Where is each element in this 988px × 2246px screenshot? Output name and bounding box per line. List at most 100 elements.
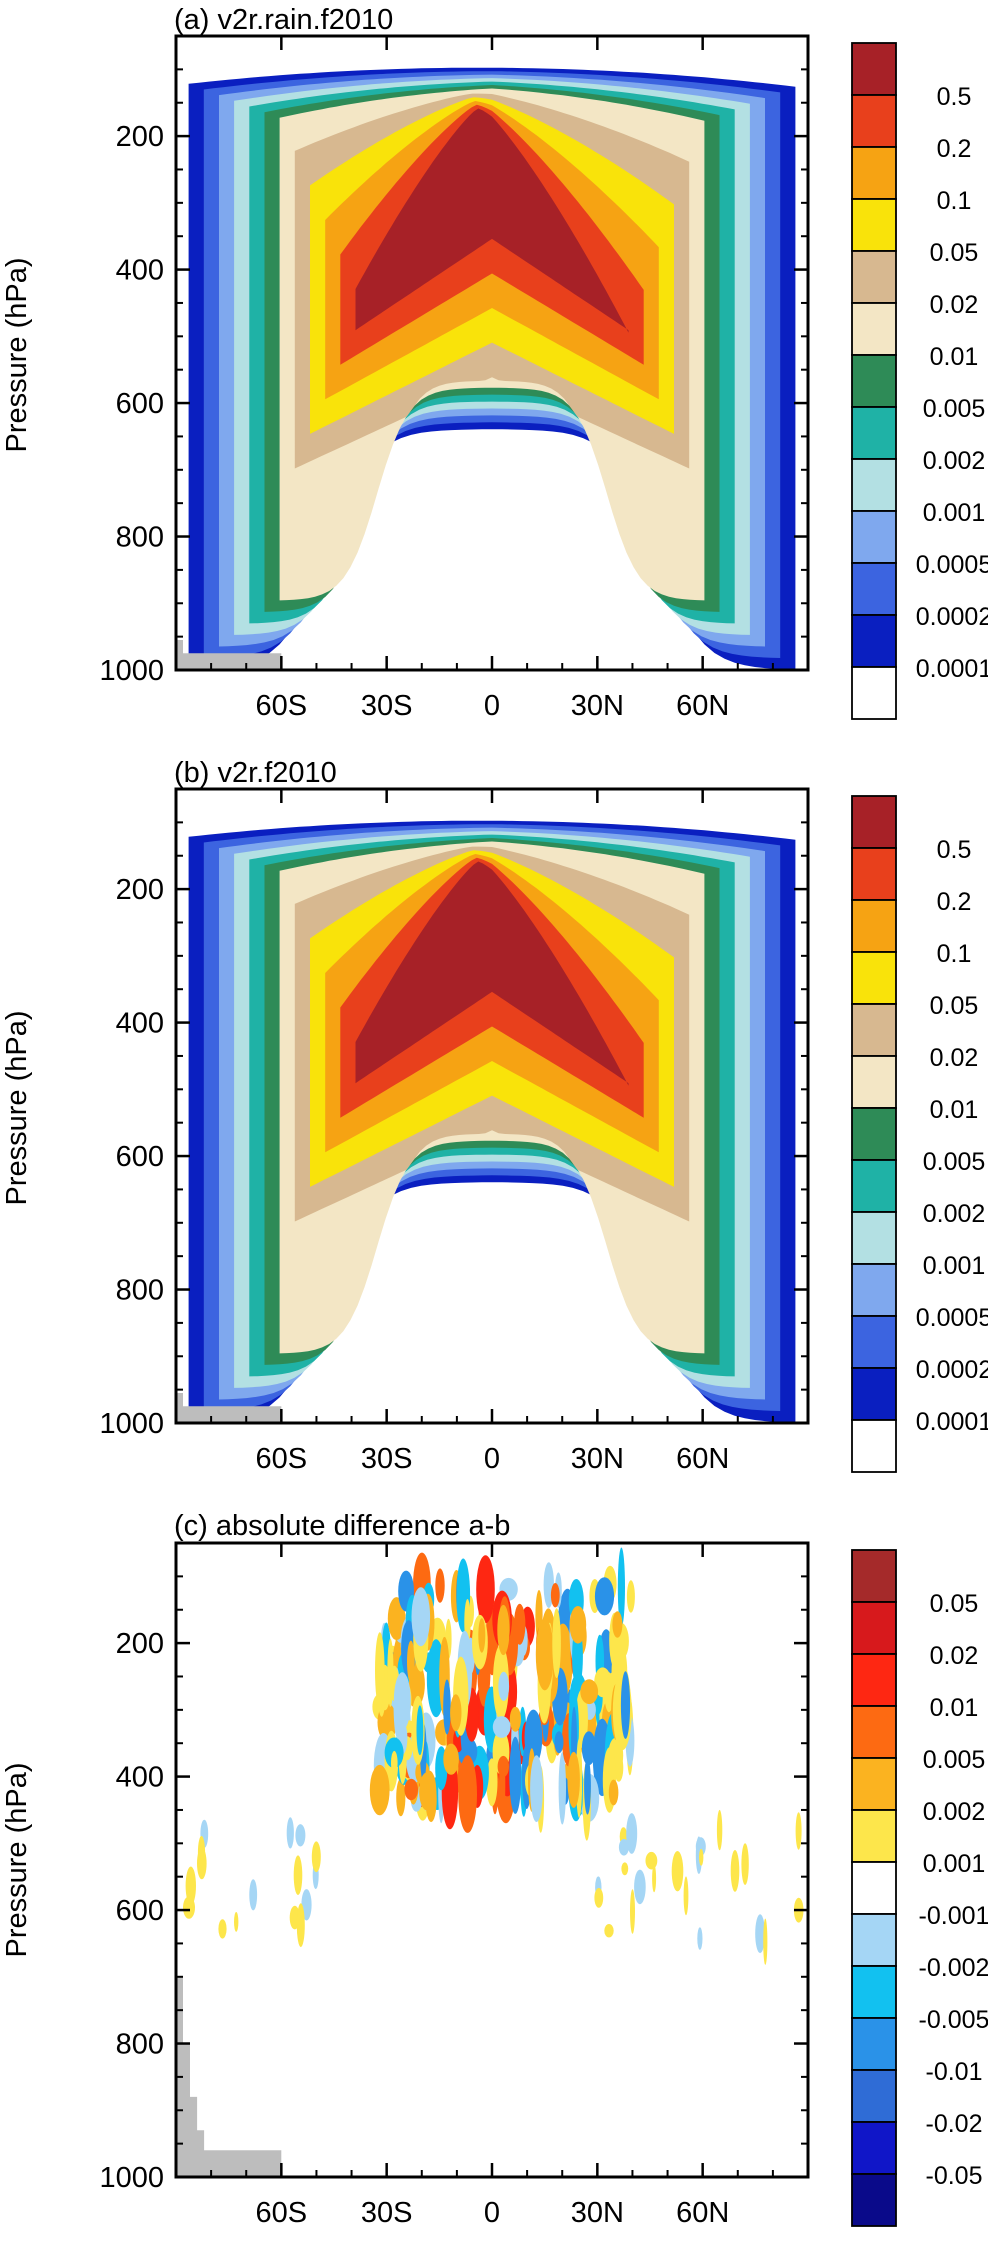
panel-b-field <box>176 820 796 1423</box>
colorbar-swatch <box>851 847 897 901</box>
difference-blob <box>391 1750 398 1775</box>
colorbar-swatch <box>851 146 897 200</box>
colorbar-swatch <box>851 510 897 564</box>
difference-blob <box>497 1755 509 1778</box>
colorbar-swatch <box>851 2017 897 2071</box>
colorbar-swatch <box>851 562 897 616</box>
colorbar-label: 0.2 <box>937 135 972 163</box>
difference-blob <box>369 1764 390 1816</box>
difference-blob <box>407 1640 415 1684</box>
difference-blob <box>509 1706 521 1732</box>
colorbar-label: 0.001 <box>923 1850 986 1878</box>
colorbar-label: 0.005 <box>923 395 986 423</box>
colorbar-swatch <box>851 1549 897 1603</box>
y-tick-label: 1000 <box>99 2162 164 2194</box>
x-tick-label: 30S <box>361 2197 413 2229</box>
difference-blob <box>763 1918 768 1965</box>
colorbar-label: 0.05 <box>930 992 979 1020</box>
colorbar-label: 0.0002 <box>916 1356 988 1384</box>
difference-blob <box>552 1608 561 1678</box>
difference-blob <box>652 1864 657 1893</box>
difference-blob <box>608 1779 619 1806</box>
colorbar-label: 0.0005 <box>916 1304 988 1332</box>
colorbar-swatch <box>851 458 897 512</box>
colorbar-label: 0.05 <box>930 239 979 267</box>
difference-blob <box>296 1903 305 1948</box>
colorbar-swatch <box>851 250 897 304</box>
difference-blob <box>618 1839 629 1856</box>
difference-blob <box>755 1914 765 1954</box>
colorbar-swatch <box>851 666 897 720</box>
difference-blob <box>249 1879 258 1911</box>
colorbar-label: 0.0005 <box>916 551 988 579</box>
colorbar-swatch <box>851 42 897 96</box>
difference-blob <box>581 1731 596 1766</box>
x-tick-label: 60S <box>256 1443 308 1475</box>
x-tick-label: 30S <box>361 690 413 722</box>
contour-band-0.5 <box>355 108 629 333</box>
panel-b-title: (b) v2r.f2010 <box>174 757 337 789</box>
difference-blob <box>716 1809 723 1851</box>
colorbar-swatch <box>851 94 897 148</box>
difference-blob <box>569 1606 587 1644</box>
colorbar-swatch <box>851 1263 897 1317</box>
colorbar-label: 0.005 <box>923 1148 986 1176</box>
difference-blob <box>486 1758 498 1807</box>
difference-blob <box>404 1778 419 1801</box>
colorbar-label: 0.01 <box>930 1694 979 1722</box>
difference-blob <box>558 1752 566 1825</box>
difference-blob <box>293 1855 303 1895</box>
difference-blob <box>476 1555 495 1624</box>
difference-blob <box>645 1851 658 1870</box>
difference-blob <box>626 1813 638 1854</box>
difference-blob <box>387 1597 406 1641</box>
difference-blob <box>594 1888 604 1908</box>
panel-a-colorbar: 0.5 0.2 0.1 0.05 0.02 0.01 0.005 0.002 0.001 0.00… <box>851 42 988 720</box>
difference-blob <box>416 1705 424 1756</box>
colorbar-swatch <box>851 2121 897 2175</box>
panel-b-ylabel: Pressure (hPa) <box>1 1010 33 1205</box>
difference-blob <box>550 1583 560 1608</box>
difference-blob <box>295 1824 306 1847</box>
difference-blob <box>497 1604 510 1656</box>
y-tick-label: 600 <box>116 1895 164 1927</box>
y-tick-label: 200 <box>116 874 164 906</box>
colorbar-swatch <box>851 795 897 849</box>
colorbar-swatch <box>851 1107 897 1161</box>
y-tick-label: 400 <box>116 255 164 287</box>
colorbar-swatch <box>851 614 897 668</box>
x-tick-label: 30N <box>571 2197 624 2229</box>
colorbar-label: -0.05 <box>926 2162 983 2190</box>
panel-b-axes: 60S 30S 0 30N 60N 200 400 600 800 1000 <box>99 789 808 1475</box>
colorbar-label: 0.0001 <box>916 655 988 683</box>
y-tick-label: 600 <box>116 388 164 420</box>
colorbar-label: 0.002 <box>923 1200 986 1228</box>
y-tick-label: 600 <box>116 1141 164 1173</box>
colorbar-swatch <box>851 1705 897 1759</box>
y-tick-label: 800 <box>116 2029 164 2061</box>
difference-blob <box>498 1671 510 1701</box>
difference-blob <box>185 1866 196 1906</box>
difference-blob <box>630 1889 635 1934</box>
difference-blob <box>530 1755 543 1822</box>
colorbar-swatch <box>851 1601 897 1655</box>
panel-c-field <box>176 1547 804 2177</box>
colorbar-label: 0.1 <box>937 940 972 968</box>
panel-c-colorbar: 0.05 0.02 0.01 0.005 0.002 0.001 -0.001 -0.002 -… <box>851 1549 988 2227</box>
difference-blob <box>286 1817 294 1849</box>
colorbar-label: 0.002 <box>923 1798 986 1826</box>
difference-blob <box>492 1716 511 1738</box>
y-tick-label: 1000 <box>99 655 164 687</box>
difference-blob <box>234 1912 239 1932</box>
colorbar-swatch <box>851 1653 897 1707</box>
x-tick-label: 60N <box>676 2197 729 2229</box>
x-tick-label: 60N <box>676 1443 729 1475</box>
panel-a: (a) v2r.rain.f2010 Pressure (hPa) 60S 30S… <box>1 4 988 722</box>
colorbar-label: 0.02 <box>930 291 979 319</box>
contour-band-0.5 <box>355 861 629 1086</box>
panel-a-axes: 60S 30S 0 30N 60N 200 400 600 800 1000 <box>99 36 808 722</box>
colorbar-swatch <box>851 899 897 953</box>
x-tick-label: 60N <box>676 690 729 722</box>
x-tick-label: 60S <box>256 690 308 722</box>
difference-blob <box>458 1755 477 1833</box>
